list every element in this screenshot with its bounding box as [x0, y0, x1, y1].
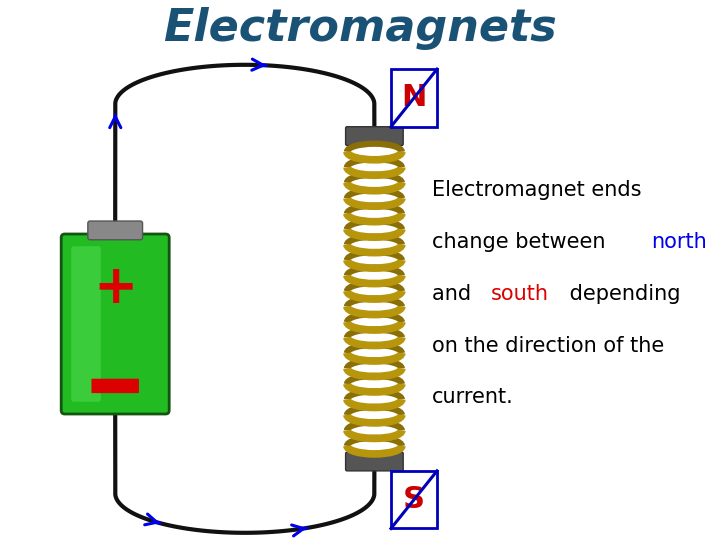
FancyBboxPatch shape	[391, 471, 437, 529]
Text: N: N	[401, 83, 427, 112]
Text: depending: depending	[563, 284, 680, 303]
Text: Electromagnet ends: Electromagnet ends	[432, 180, 642, 200]
Text: S: S	[403, 485, 425, 514]
Text: Electromagnets: Electromagnets	[163, 8, 557, 50]
Text: north: north	[652, 232, 707, 252]
FancyBboxPatch shape	[346, 127, 403, 145]
Text: and: and	[432, 284, 478, 303]
FancyBboxPatch shape	[391, 69, 437, 127]
FancyBboxPatch shape	[88, 221, 143, 240]
FancyBboxPatch shape	[61, 234, 169, 414]
FancyBboxPatch shape	[346, 452, 403, 471]
FancyBboxPatch shape	[91, 379, 139, 393]
FancyBboxPatch shape	[71, 246, 101, 402]
Text: south: south	[491, 284, 549, 303]
Text: on the direction of the: on the direction of the	[432, 335, 665, 355]
Text: change between: change between	[432, 232, 612, 252]
Text: +: +	[93, 262, 138, 314]
Text: current.: current.	[432, 387, 514, 407]
